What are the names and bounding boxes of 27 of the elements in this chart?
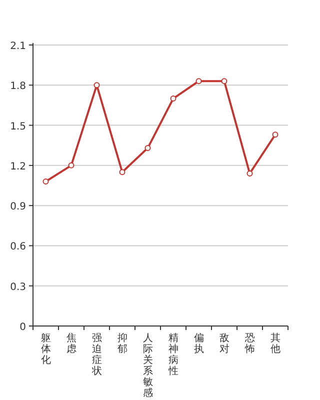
x-tick-label: 敌对: [219, 333, 230, 355]
point: [144, 145, 151, 152]
point: [68, 162, 74, 168]
x-tick-label: 恐怖: [244, 333, 255, 355]
y-tick-label: 0: [20, 322, 26, 333]
point: [221, 78, 228, 84]
y-tick-label: 0.3: [10, 282, 26, 293]
y-tick-label: 1.8: [10, 81, 26, 92]
point: [196, 78, 202, 84]
x-tick-label: 抑郁: [117, 332, 128, 355]
x-tick-label: 强迫症状: [90, 333, 102, 377]
x-tick-label: 躯体化: [40, 333, 51, 366]
y-tick-label: 2.1: [10, 41, 26, 52]
x-tick-label: 人际关系敏感: [142, 333, 153, 399]
point: [119, 169, 126, 176]
point: [170, 96, 176, 102]
y-tick-label: 0.6: [10, 242, 26, 253]
x-tick-label: 焦虑: [66, 332, 76, 355]
x-tick-label: 偏执: [194, 332, 204, 355]
y-tick-label: 1.2: [10, 161, 26, 172]
point: [246, 170, 253, 176]
y-tick-label: 0.9: [10, 202, 26, 213]
x-tick-label: 其他: [270, 332, 280, 355]
y-tick-label: 1.5: [10, 121, 26, 132]
point: [42, 178, 49, 184]
x-tick-label: 精神病性: [167, 332, 178, 377]
point: [272, 132, 278, 138]
